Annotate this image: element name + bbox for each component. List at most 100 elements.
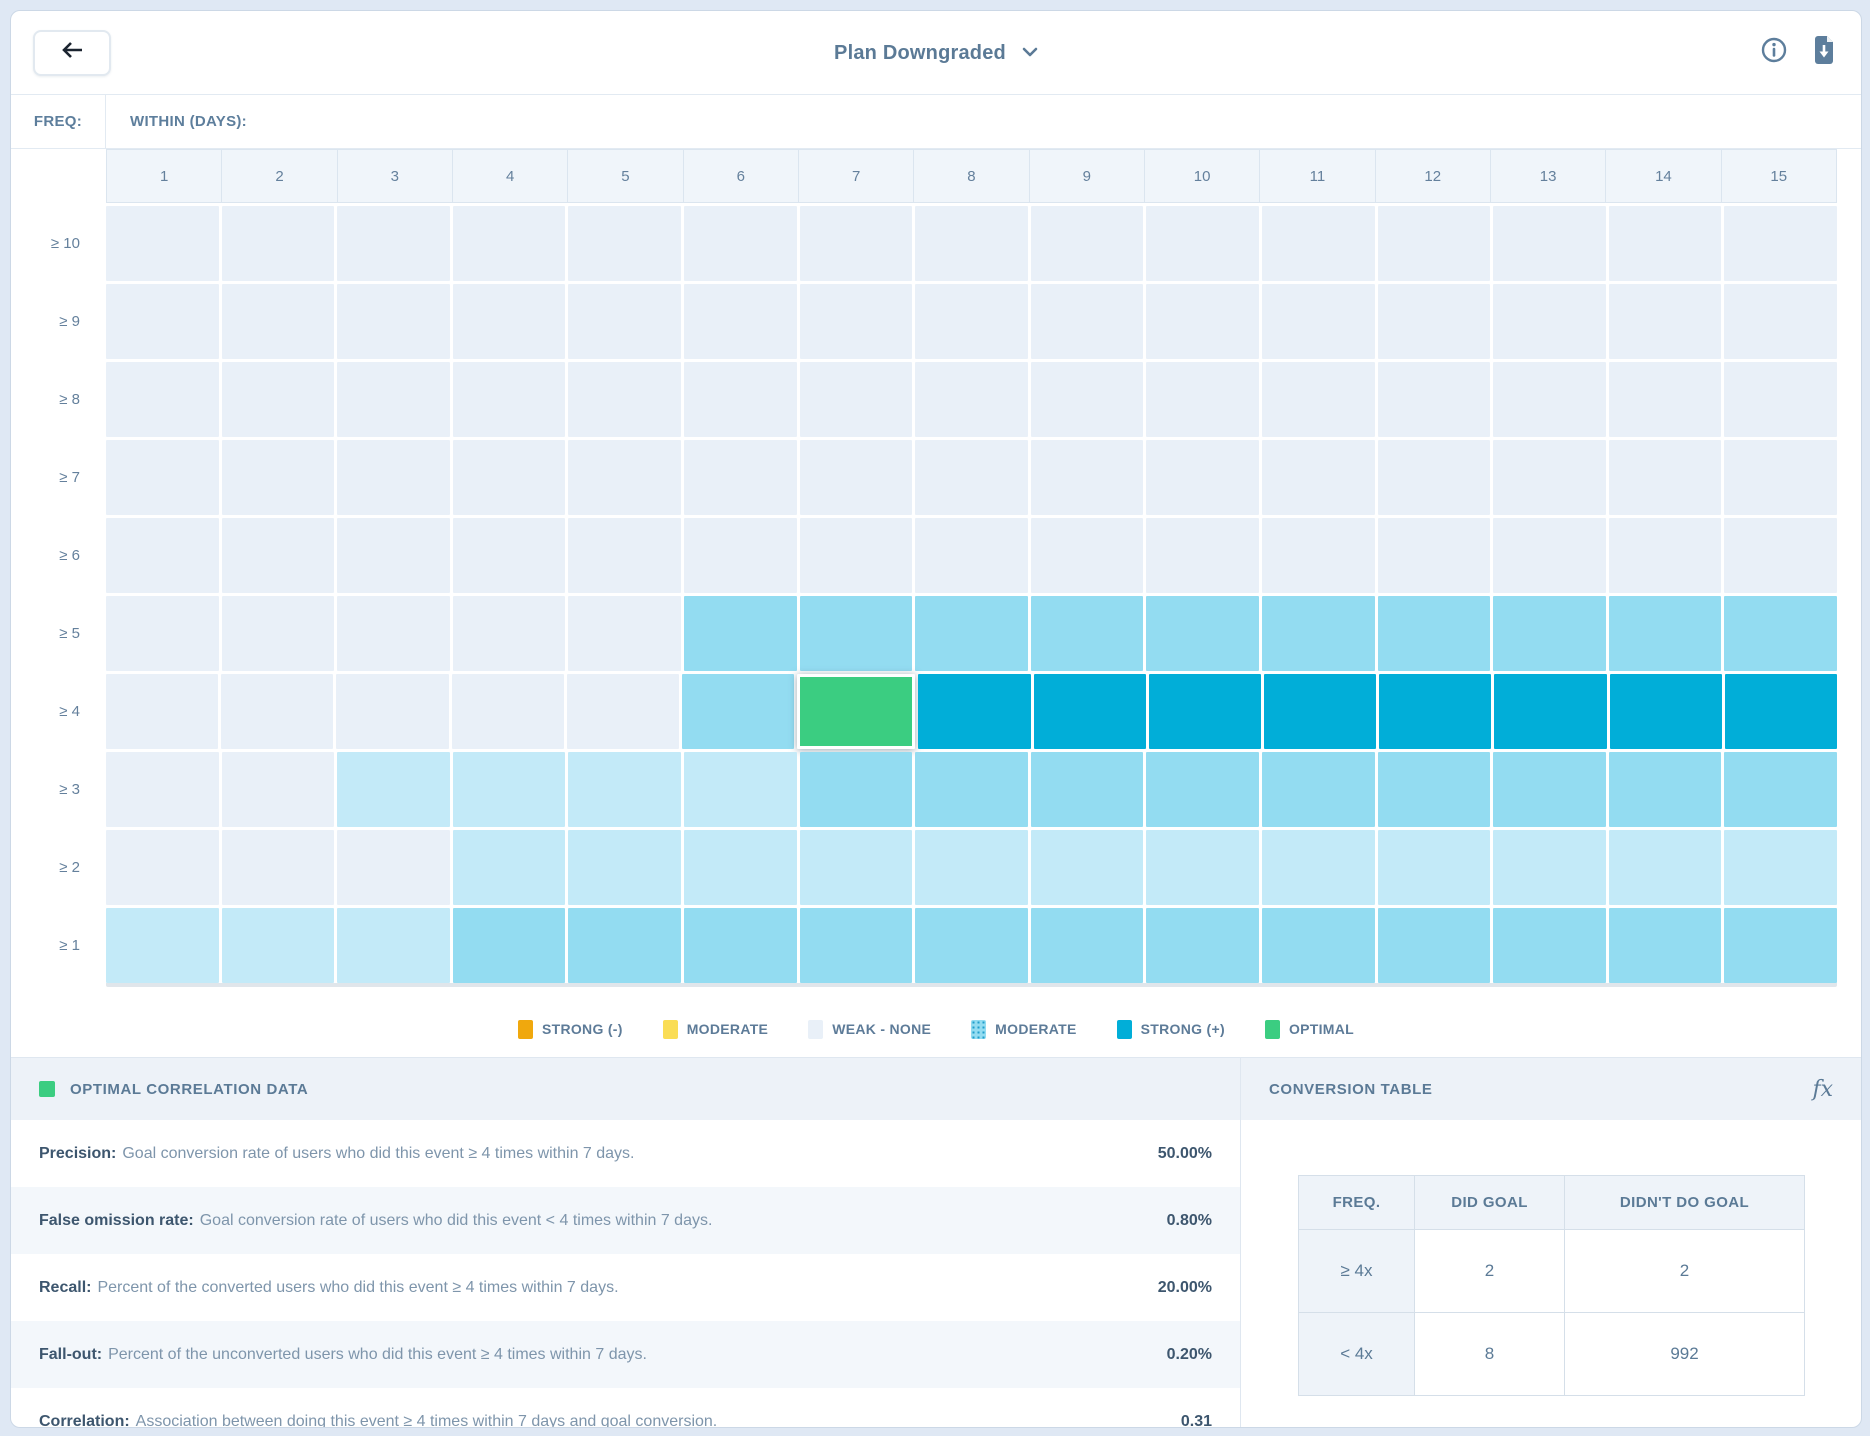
matrix-cell[interactable] <box>1724 674 1838 749</box>
matrix-cell[interactable] <box>1146 440 1259 515</box>
matrix-cell[interactable] <box>568 596 681 671</box>
matrix-cell[interactable] <box>337 518 450 593</box>
matrix-cell[interactable] <box>1377 518 1491 593</box>
matrix-cell[interactable] <box>1493 752 1606 827</box>
matrix-cell[interactable] <box>336 674 449 749</box>
matrix-cell[interactable] <box>1261 206 1375 281</box>
matrix-cell[interactable] <box>1146 752 1259 827</box>
matrix-cell[interactable] <box>1261 518 1375 593</box>
matrix-cell[interactable] <box>337 596 450 671</box>
matrix-cell[interactable] <box>106 206 219 281</box>
matrix-cell[interactable] <box>452 284 566 359</box>
matrix-cell[interactable] <box>106 830 219 905</box>
matrix-cell[interactable] <box>799 830 913 905</box>
matrix-cell[interactable] <box>568 284 681 359</box>
matrix-cell[interactable] <box>1608 362 1722 437</box>
matrix-cell[interactable] <box>915 752 1028 827</box>
matrix-cell[interactable] <box>568 830 681 905</box>
matrix-cell[interactable] <box>106 362 219 437</box>
matrix-cell[interactable] <box>799 362 913 437</box>
matrix-cell[interactable] <box>915 284 1028 359</box>
matrix-cell-optimal[interactable] <box>797 674 916 749</box>
matrix-cell[interactable] <box>1724 752 1837 827</box>
matrix-cell[interactable] <box>1377 440 1491 515</box>
matrix-cell[interactable] <box>106 596 219 671</box>
matrix-cell[interactable] <box>1609 674 1722 749</box>
matrix-cell[interactable] <box>915 596 1028 671</box>
matrix-cell[interactable] <box>1146 362 1259 437</box>
matrix-cell[interactable] <box>915 830 1028 905</box>
matrix-cell[interactable] <box>1146 596 1259 671</box>
matrix-cell[interactable] <box>1493 518 1606 593</box>
matrix-cell[interactable] <box>915 908 1028 983</box>
matrix-cell[interactable] <box>1724 362 1837 437</box>
matrix-cell[interactable] <box>799 908 913 983</box>
matrix-cell[interactable] <box>1608 830 1722 905</box>
matrix-cell[interactable] <box>221 362 335 437</box>
matrix-cell[interactable] <box>1261 284 1375 359</box>
matrix-cell[interactable] <box>106 518 219 593</box>
matrix-cell[interactable] <box>221 752 335 827</box>
matrix-cell[interactable] <box>1493 440 1606 515</box>
matrix-cell[interactable] <box>683 362 797 437</box>
matrix-cell[interactable] <box>1261 440 1375 515</box>
event-title-dropdown[interactable]: Plan Downgraded <box>834 42 1038 65</box>
matrix-cell[interactable] <box>337 440 450 515</box>
matrix-cell[interactable] <box>106 674 219 749</box>
matrix-cell[interactable] <box>1146 908 1259 983</box>
matrix-cell[interactable] <box>106 908 219 983</box>
matrix-cell[interactable] <box>451 674 564 749</box>
matrix-cell[interactable] <box>1724 206 1837 281</box>
matrix-cell[interactable] <box>106 284 219 359</box>
matrix-cell[interactable] <box>452 518 566 593</box>
matrix-cell[interactable] <box>452 206 566 281</box>
matrix-cell[interactable] <box>568 206 681 281</box>
matrix-cell[interactable] <box>1608 284 1722 359</box>
matrix-cell[interactable] <box>1377 908 1491 983</box>
matrix-cell[interactable] <box>1493 830 1606 905</box>
matrix-cell[interactable] <box>1494 674 1607 749</box>
matrix-cell[interactable] <box>1377 362 1491 437</box>
matrix-cell[interactable] <box>1030 830 1144 905</box>
matrix-cell[interactable] <box>1030 518 1144 593</box>
matrix-cell[interactable] <box>1724 440 1837 515</box>
matrix-cell[interactable] <box>568 362 681 437</box>
back-button[interactable] <box>33 29 111 76</box>
matrix-cell[interactable] <box>915 206 1028 281</box>
matrix-cell[interactable] <box>566 674 680 749</box>
matrix-cell[interactable] <box>1261 908 1375 983</box>
matrix-cell[interactable] <box>915 362 1028 437</box>
matrix-cell[interactable] <box>221 674 334 749</box>
matrix-cell[interactable] <box>1608 206 1722 281</box>
matrix-cell[interactable] <box>1724 596 1837 671</box>
matrix-cell[interactable] <box>1261 596 1375 671</box>
matrix-cell[interactable] <box>915 518 1028 593</box>
matrix-cell[interactable] <box>337 908 450 983</box>
matrix-cell[interactable] <box>915 440 1028 515</box>
matrix-cell[interactable] <box>799 518 913 593</box>
matrix-cell[interactable] <box>1264 674 1377 749</box>
matrix-cell[interactable] <box>221 908 335 983</box>
matrix-cell[interactable] <box>1493 908 1606 983</box>
matrix-cell[interactable] <box>1030 362 1144 437</box>
matrix-cell[interactable] <box>1148 674 1262 749</box>
matrix-cell[interactable] <box>683 596 797 671</box>
matrix-cell[interactable] <box>1146 518 1259 593</box>
matrix-cell[interactable] <box>221 596 335 671</box>
matrix-cell[interactable] <box>452 440 566 515</box>
matrix-cell[interactable] <box>1608 440 1722 515</box>
matrix-cell[interactable] <box>1608 752 1722 827</box>
download-button[interactable] <box>1809 36 1839 68</box>
matrix-cell[interactable] <box>1377 752 1491 827</box>
matrix-cell[interactable] <box>1261 362 1375 437</box>
fx-formula-button[interactable]: fx <box>1812 1077 1833 1102</box>
matrix-cell[interactable] <box>1493 596 1606 671</box>
matrix-cell[interactable] <box>337 206 450 281</box>
matrix-cell[interactable] <box>1030 206 1144 281</box>
matrix-cell[interactable] <box>452 830 566 905</box>
matrix-cell[interactable] <box>221 518 335 593</box>
info-button[interactable] <box>1759 37 1789 68</box>
matrix-cell[interactable] <box>799 440 913 515</box>
matrix-cell[interactable] <box>337 284 450 359</box>
matrix-cell[interactable] <box>1724 830 1837 905</box>
